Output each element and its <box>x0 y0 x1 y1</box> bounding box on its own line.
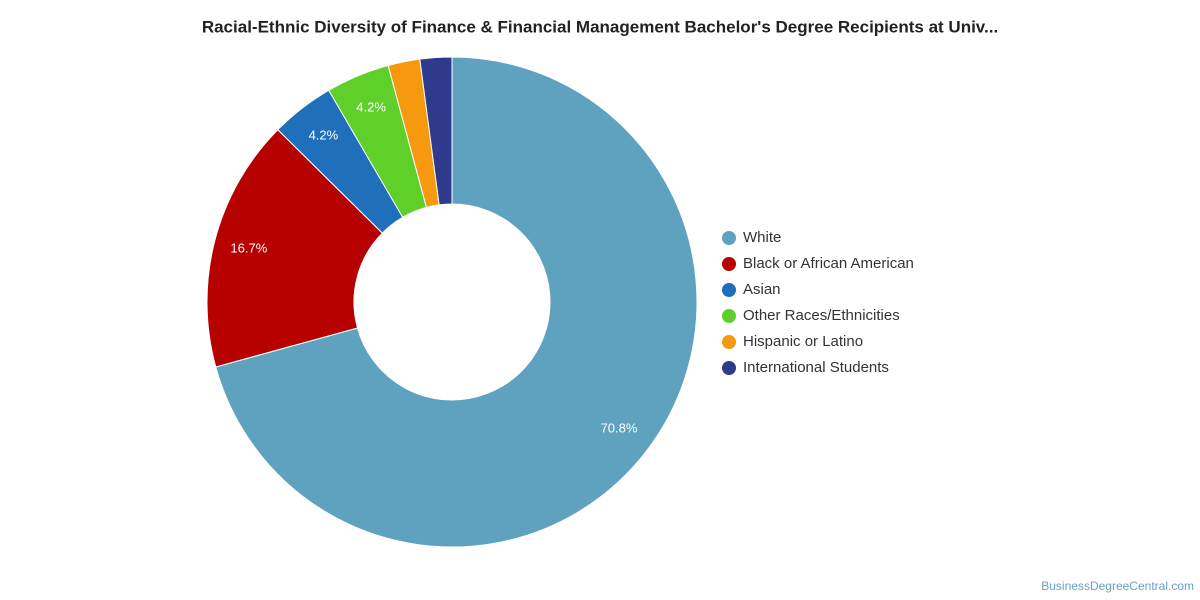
donut-slice <box>419 56 453 206</box>
legend-label: Other Races/Ethnicities <box>743 307 900 324</box>
legend-swatch <box>722 335 736 349</box>
legend-label: Black or African American <box>743 255 914 272</box>
donut-slice <box>215 56 698 548</box>
legend-label: Asian <box>743 281 781 298</box>
donut-slice <box>206 129 384 368</box>
legend-label: White <box>743 229 781 246</box>
data-label: 16.7% <box>230 240 267 255</box>
legend-swatch <box>722 231 736 245</box>
source-credit: BusinessDegreeCentral.com <box>1041 579 1194 593</box>
legend-swatch <box>722 283 736 297</box>
legend-swatch <box>722 361 736 375</box>
data-label: 70.8% <box>601 421 638 436</box>
chart-title: Racial-Ethnic Diversity of Finance & Fin… <box>202 17 998 36</box>
legend-swatch <box>722 257 736 271</box>
data-label: 4.2% <box>309 127 339 142</box>
legend-swatch <box>722 309 736 323</box>
legend-label: International Students <box>743 359 889 376</box>
data-label: 4.2% <box>356 100 386 115</box>
legend-label: Hispanic or Latino <box>743 333 863 350</box>
